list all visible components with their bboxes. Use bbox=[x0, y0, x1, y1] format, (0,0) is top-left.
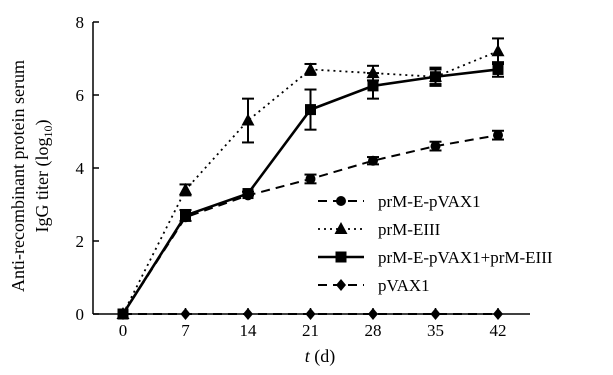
legend-marker bbox=[336, 279, 346, 291]
data-point bbox=[491, 44, 505, 57]
data-point bbox=[368, 308, 378, 320]
data-point bbox=[305, 104, 316, 116]
data-point bbox=[492, 63, 504, 75]
y-tick-label: 0 bbox=[76, 305, 85, 324]
y-axis-label-close: ) bbox=[32, 120, 53, 126]
x-tick-label: 28 bbox=[365, 321, 382, 340]
data-point bbox=[305, 308, 316, 320]
y-axis-label-subscript: 10 bbox=[41, 126, 55, 138]
x-tick-label: 42 bbox=[490, 321, 507, 340]
data-point bbox=[241, 113, 255, 126]
y-axis-label-line1: Anti-recombinant protein serum bbox=[8, 60, 28, 292]
series-3 bbox=[117, 61, 504, 320]
data-point bbox=[179, 182, 192, 195]
y-axis-label-main: IgG titer (log bbox=[32, 138, 53, 233]
y-axis-label-line2: IgG titer (log10) bbox=[32, 120, 55, 233]
series-1 bbox=[118, 129, 504, 319]
x-tick-label: 0 bbox=[119, 321, 128, 340]
y-tick-label: 4 bbox=[76, 159, 85, 178]
data-point bbox=[242, 188, 254, 200]
data-point bbox=[180, 209, 191, 221]
data-point bbox=[305, 173, 316, 184]
legend-entry-1: prM-E-pVAX1 bbox=[318, 192, 481, 211]
legend: prM-E-pVAX1 prM-EIII prM-E-pVAX1+prM-EIII p… bbox=[318, 192, 553, 295]
x-tick-label: 7 bbox=[181, 321, 190, 340]
data-point bbox=[367, 80, 379, 92]
legend-entry-2: prM-EIII bbox=[318, 220, 441, 239]
legend-label: prM-E-pVAX1+prM-EIII bbox=[378, 248, 553, 267]
legend-entry-4: pVAX1 bbox=[318, 276, 430, 295]
series bbox=[116, 37, 505, 320]
y-tick-label: 6 bbox=[76, 86, 85, 105]
y-tick-label: 8 bbox=[76, 13, 85, 32]
legend-entry-3: prM-E-pVAX1+prM-EIII bbox=[318, 248, 553, 267]
data-point bbox=[430, 71, 441, 83]
series-4 bbox=[118, 308, 503, 320]
legend-label: prM-E-pVAX1 bbox=[378, 192, 481, 211]
x-tick-label: 21 bbox=[302, 321, 319, 340]
data-point bbox=[493, 130, 503, 141]
legend-marker bbox=[334, 222, 348, 234]
y-tick-label: 2 bbox=[76, 232, 85, 251]
data-point bbox=[243, 308, 253, 320]
data-point bbox=[180, 308, 191, 320]
data-point bbox=[493, 308, 503, 320]
x-axis-label: t (d) bbox=[305, 346, 336, 367]
legend-marker bbox=[335, 251, 347, 263]
x-tick-label: 14 bbox=[240, 321, 258, 340]
legend-label: pVAX1 bbox=[378, 276, 430, 295]
x-axis-label-variable: t bbox=[305, 346, 311, 366]
x-tick-label: 35 bbox=[427, 321, 444, 340]
ticks: 0 7 14 21 28 35 42 0 2 4 6 8 bbox=[76, 13, 507, 340]
data-point bbox=[430, 308, 441, 320]
data-point bbox=[304, 62, 317, 75]
legend-marker bbox=[336, 196, 346, 206]
data-point bbox=[368, 155, 378, 166]
data-point bbox=[430, 141, 441, 152]
legend-label: prM-EIII bbox=[378, 220, 441, 239]
x-axis-label-unit: (d) bbox=[310, 346, 336, 367]
data-point bbox=[118, 308, 128, 320]
